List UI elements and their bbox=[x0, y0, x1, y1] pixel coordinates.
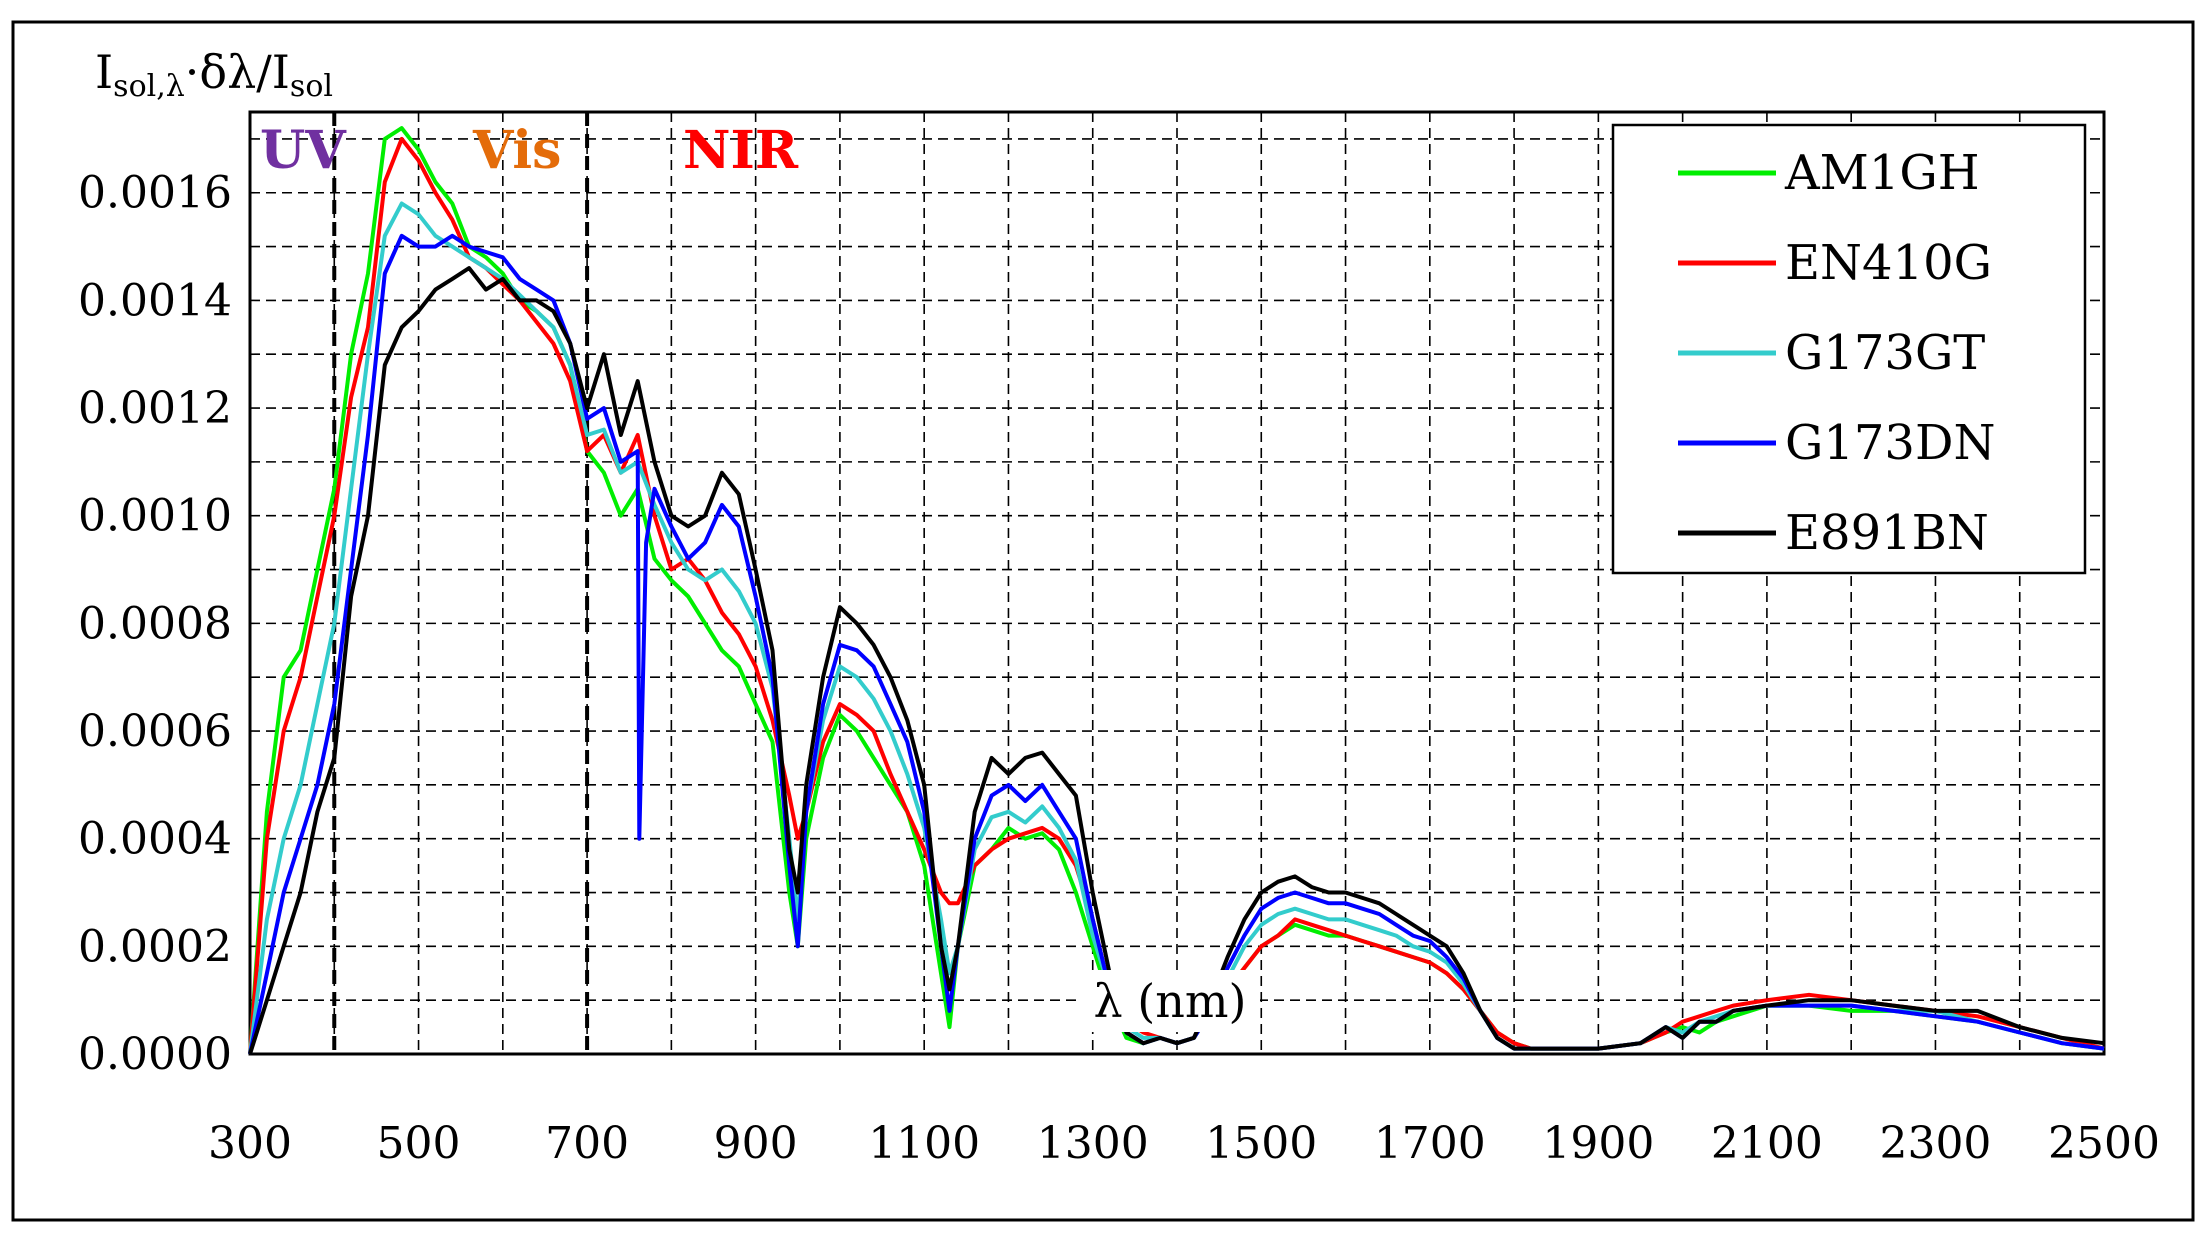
x-tick-label: 1700 bbox=[1374, 1118, 1486, 1169]
series-line-e891bn bbox=[248, 266, 2105, 1055]
legend-items: AM1GH EN410G G173GT G173DN E891BN bbox=[1678, 145, 1995, 561]
y-tick-label: 0.0008 bbox=[78, 598, 232, 649]
region-label-nir: NIR bbox=[683, 120, 799, 181]
y-axis-label: Isol,λ·δλ/Isol bbox=[95, 45, 333, 104]
y-tick-label: 0.0014 bbox=[78, 275, 232, 326]
region-labels: UV Vis NIR bbox=[260, 120, 799, 181]
x-tick-label: 900 bbox=[714, 1118, 798, 1169]
plot-area-border bbox=[248, 110, 2106, 1056]
x-tick-labels: 300 500 700 900 1100 1300 1500 1700 1900 2100 2300… bbox=[208, 1118, 2160, 1169]
y-tick-label: 0.0010 bbox=[78, 491, 232, 542]
legend-box bbox=[1611, 123, 2087, 575]
x-tick-label: 2300 bbox=[1879, 1118, 1991, 1169]
x-tick-label: 2500 bbox=[2048, 1118, 2160, 1169]
y-tick-labels: 0.0000 0.0002 0.0004 0.0006 0.0008 0.0010 0.00… bbox=[78, 168, 232, 1080]
legend-label-g173dn: G173DN bbox=[1785, 415, 1995, 471]
x-tick-label: 700 bbox=[545, 1118, 629, 1169]
legend: AM1GH EN410G G173GT G173DN E891BN bbox=[1611, 123, 2087, 575]
y-tick-label: 0.0000 bbox=[78, 1029, 232, 1080]
x-tick-label: 500 bbox=[377, 1118, 461, 1169]
x-tick-label: 300 bbox=[208, 1118, 292, 1169]
legend-label-am1gh: AM1GH bbox=[1784, 145, 1980, 201]
legend-label-g173gt: G173GT bbox=[1785, 325, 1985, 381]
x-tick-label: 1900 bbox=[1542, 1118, 1654, 1169]
x-tick-label: 1500 bbox=[1205, 1118, 1317, 1169]
series-group bbox=[248, 126, 2105, 1055]
x-tick-label: 2100 bbox=[1711, 1118, 1823, 1169]
x-tick-label: 1100 bbox=[868, 1118, 980, 1169]
x-tick-label: 1300 bbox=[1037, 1118, 1149, 1169]
y-tick-label: 0.0012 bbox=[78, 383, 232, 434]
y-tick-label: 0.0006 bbox=[78, 706, 232, 757]
x-axis-label-bg bbox=[1080, 970, 1260, 1032]
region-label-uv: UV bbox=[260, 120, 347, 181]
legend-label-e891bn: E891BN bbox=[1785, 505, 1989, 561]
y-tick-label: 0.0016 bbox=[78, 168, 232, 219]
legend-label-en410g: EN410G bbox=[1785, 235, 1992, 291]
region-boundaries bbox=[332, 112, 590, 1054]
x-axis-label: λ (nm) bbox=[1094, 974, 1247, 1028]
y-tick-label: 0.0002 bbox=[78, 921, 232, 972]
y-tick-label: 0.0004 bbox=[78, 814, 232, 865]
region-label-vis: Vis bbox=[472, 120, 561, 181]
